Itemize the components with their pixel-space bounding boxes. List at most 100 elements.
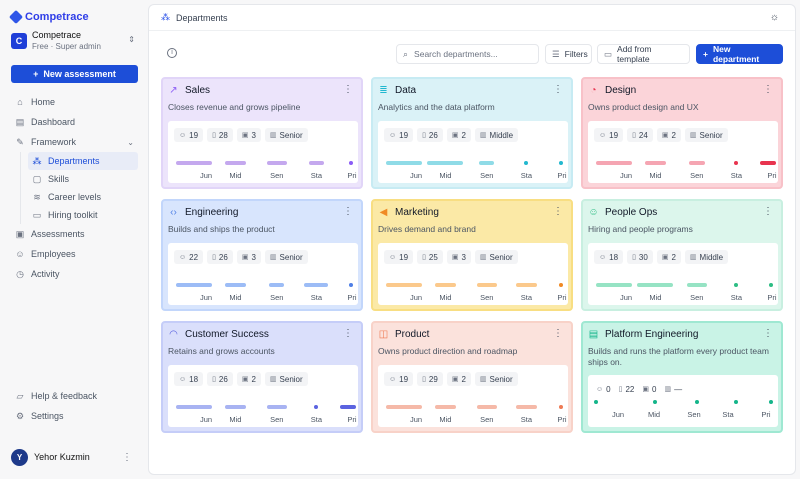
clipboard-icon: ▣ [451, 132, 459, 139]
org-role: Free · Super admin [32, 42, 101, 51]
filters-label: Filters [564, 49, 588, 59]
level-tick-label: Jun [199, 171, 213, 180]
chart-icon: ▥ [689, 254, 697, 261]
level-bar [308, 161, 325, 165]
level-tick-label: Mid [649, 171, 662, 180]
sidebar-item-home[interactable]: ⌂ Home [11, 92, 138, 112]
book-icon: ▯ [422, 254, 426, 261]
chart-icon: ▥ [479, 132, 487, 139]
sidebar-item-skills[interactable]: ▢ Skills [28, 170, 138, 188]
skills-count: ▯ 26 [417, 128, 443, 142]
sidebar-item-dashboard[interactable]: ▤ Dashboard [11, 112, 138, 132]
level-tick-label: Sen [690, 293, 704, 302]
sidebar-item-hiring-toolkit[interactable]: ▭ Hiring toolkit [28, 206, 138, 224]
level-bar [340, 405, 356, 409]
level-bar [304, 283, 329, 287]
new-assessment-button[interactable]: + New assessment [11, 65, 138, 83]
database-icon: ≣ [379, 85, 388, 96]
stats-row: ☺ 19 ▯ 28 ▣ 3 ▥ Senior [174, 128, 308, 142]
department-stats-panel: ☺ 19 ▯ 26 ▣ 2 ▥ Middle Jun Mid Sen Sta Pri [378, 121, 568, 183]
users-icon: ☺ [389, 131, 397, 139]
department-description: Retains and grows accounts [168, 346, 275, 356]
brand[interactable]: Competrace [8, 9, 89, 25]
people-count-value: 0 [606, 384, 611, 394]
sidebar-item-label: Home [31, 97, 56, 107]
assessments-count: ▣ 2 [446, 372, 471, 386]
level-badge-value: Senior [279, 130, 303, 140]
department-card[interactable]: ◀ Marketing ⋮ Drives demand and brand ☺ 19 ▯ 25… [371, 199, 573, 311]
user-menu[interactable]: Y Yehor Kuzmin ⋮ [11, 448, 138, 466]
users-icon: ☺ [599, 253, 607, 261]
layers-icon: ≋ [33, 191, 41, 202]
add-from-template-button[interactable]: ▭ Add from template [597, 44, 690, 64]
more-vertical-icon[interactable]: ⋮ [763, 328, 773, 339]
department-card[interactable]: ◔ Design ⋮ Owns product design and UX ☺ 19 ▯ 24… [581, 77, 783, 189]
sidebar-item-framework[interactable]: ✎ Framework ⌄ [11, 132, 138, 152]
department-name: Sales [185, 85, 211, 96]
clipboard-icon: ▣ [451, 254, 459, 261]
sidebar-item-career-levels[interactable]: ≋ Career levels [28, 188, 138, 206]
assessments-count: ▣ 2 [656, 128, 681, 142]
level-badge-value: Senior [279, 252, 303, 262]
org-switcher[interactable]: C Competrace Free · Super admin ⇕ [11, 30, 137, 52]
search-input[interactable] [414, 49, 525, 59]
more-vertical-icon[interactable]: ⋮ [763, 84, 773, 95]
more-vertical-icon[interactable]: ⋮ [553, 84, 563, 95]
department-stats-panel: ☺ 19 ▯ 24 ▣ 2 ▥ Senior Jun Mid Sen Sta Pri [588, 121, 778, 183]
sidebar-item-settings[interactable]: ⚙ Settings [11, 406, 138, 426]
level-tick-label: Sta [310, 293, 323, 302]
sidebar-item-help[interactable]: ▱ Help & feedback [11, 386, 138, 406]
department-stats-panel: ☺ 19 ▯ 25 ▣ 3 ▥ Senior Jun Mid Sen Sta Pri [378, 243, 568, 305]
sidebar-item-activity[interactable]: ◷ Activity [11, 264, 138, 284]
users-icon: ☺ [599, 131, 607, 139]
level-bar [225, 161, 246, 165]
department-card[interactable]: ◠ Customer Success ⋮ Retains and grows acco… [161, 321, 363, 433]
more-vertical-icon[interactable]: ⋮ [553, 328, 563, 339]
department-name: Product [395, 329, 430, 340]
level-badge: ▥ Senior [684, 128, 728, 142]
department-card[interactable]: ↗ Sales ⋮ Closes revenue and grows pipeline… [161, 77, 363, 189]
department-card[interactable]: ‹› Engineering ⋮ Builds and ships the produ… [161, 199, 363, 311]
more-vertical-icon[interactable]: ⋮ [343, 328, 353, 339]
level-bar [269, 283, 285, 287]
search-icon: ⌕ [403, 48, 409, 59]
more-vertical-icon[interactable]: ⋮ [343, 84, 353, 95]
card-header: ◀ Marketing [378, 207, 439, 218]
department-stats-panel: ☺ 18 ▯ 26 ▣ 2 ▥ Senior Jun Mid Sen Sta Pri [168, 365, 358, 427]
more-vertical-icon[interactable]: ⋮ [763, 206, 773, 217]
more-vertical-icon[interactable]: ⋮ [122, 451, 132, 463]
assessments-count-value: 0 [652, 384, 657, 394]
headset-icon: ◠ [169, 329, 178, 340]
sun-icon[interactable]: ☼ [769, 12, 779, 23]
more-vertical-icon[interactable]: ⋮ [343, 206, 353, 217]
department-card[interactable]: ▤ Platform Engineering ⋮ Builds and runs th… [581, 321, 783, 433]
assessments-count: ▣ 3 [236, 128, 261, 142]
chart-icon: ▥ [269, 132, 277, 139]
book-icon: ▯ [212, 376, 216, 383]
people-count-value: 22 [189, 252, 199, 262]
sidebar-nav: ⌂ Home ▤ Dashboard ✎ Framework ⌄ ⁂ Depar… [11, 92, 138, 284]
assessments-count: ▣ 2 [446, 128, 471, 142]
search-box[interactable]: ⌕ [396, 44, 539, 64]
level-tick-label: Pri [557, 415, 567, 424]
level-bar [734, 283, 739, 287]
level-tick-label: Sta [730, 293, 743, 302]
people-count-value: 19 [399, 374, 409, 384]
filters-button[interactable]: ☰ Filters [545, 44, 592, 64]
more-vertical-icon[interactable]: ⋮ [553, 206, 563, 217]
sidebar-item-departments[interactable]: ⁂ Departments [28, 152, 138, 170]
level-distribution-chart [386, 283, 566, 287]
department-description: Builds and runs the platform every produ… [588, 346, 769, 367]
new-department-button[interactable]: + New department [696, 44, 783, 64]
department-name: Design [605, 85, 637, 96]
department-card[interactable]: ☺ People Ops ⋮ Hiring and people programs ☺ 1… [581, 199, 783, 311]
info-icon[interactable]: i [167, 48, 177, 58]
sidebar-item-assessments[interactable]: ▣ Assessments [11, 224, 138, 244]
level-bar [768, 400, 773, 404]
department-card[interactable]: ◫ Product ⋮ Owns product direction and road… [371, 321, 573, 433]
sidebar-item-employees[interactable]: ☺ Employees [11, 244, 138, 264]
department-card[interactable]: ≣ Data ⋮ Analytics and the data platform ☺ 19… [371, 77, 573, 189]
chart-icon: ▥ [664, 386, 672, 393]
level-distribution-chart [594, 400, 776, 404]
level-tick-label: Jun [199, 415, 213, 424]
